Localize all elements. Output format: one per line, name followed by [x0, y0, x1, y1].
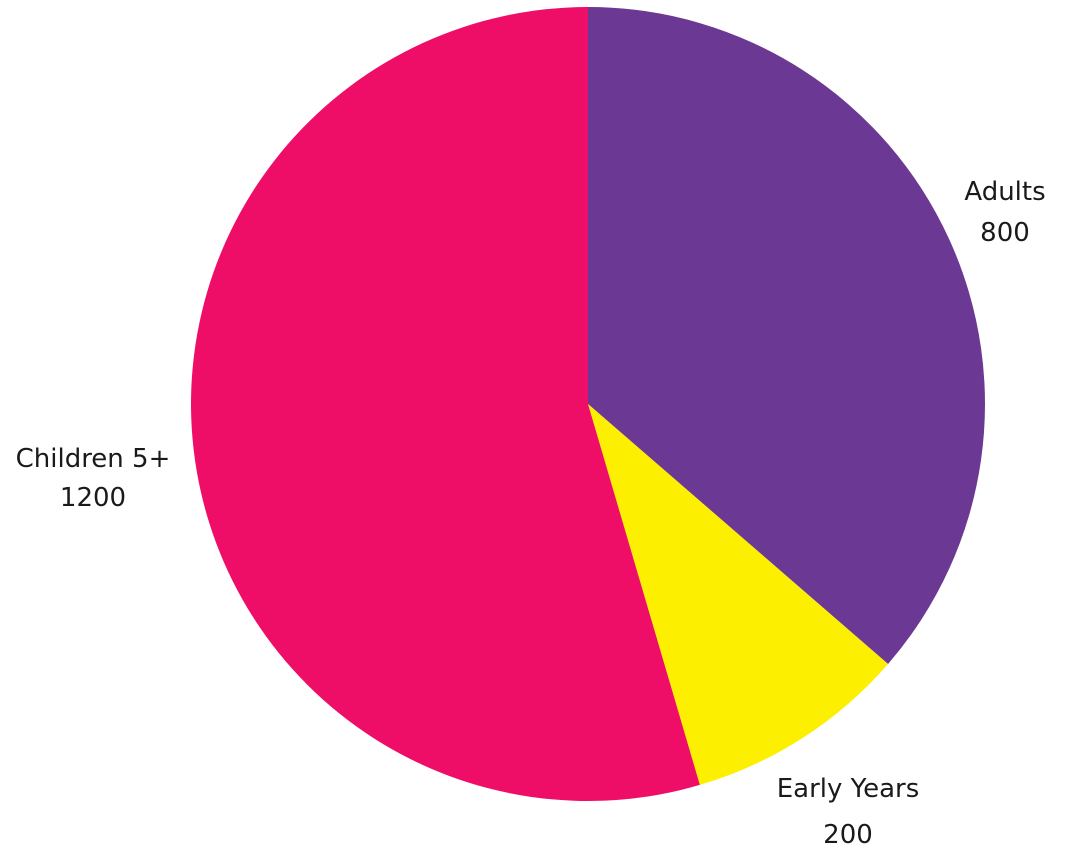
slice-label: Adults [964, 177, 1045, 207]
pie-slice-adults [588, 7, 985, 664]
slice-label: Early Years [777, 774, 920, 804]
slice-value-label: 800 [980, 218, 1030, 248]
slice-value-label: 200 [823, 820, 873, 850]
slice-labels: Adults 800 Early Years 200 Children 5+ 1200 [16, 177, 1046, 850]
pie-slices [191, 7, 985, 801]
slice-value-label: 1200 [60, 483, 126, 513]
pie-slice-children-5 [191, 7, 700, 801]
pie-slice-early-years [588, 404, 889, 785]
slice-label: Children 5+ [16, 444, 171, 474]
